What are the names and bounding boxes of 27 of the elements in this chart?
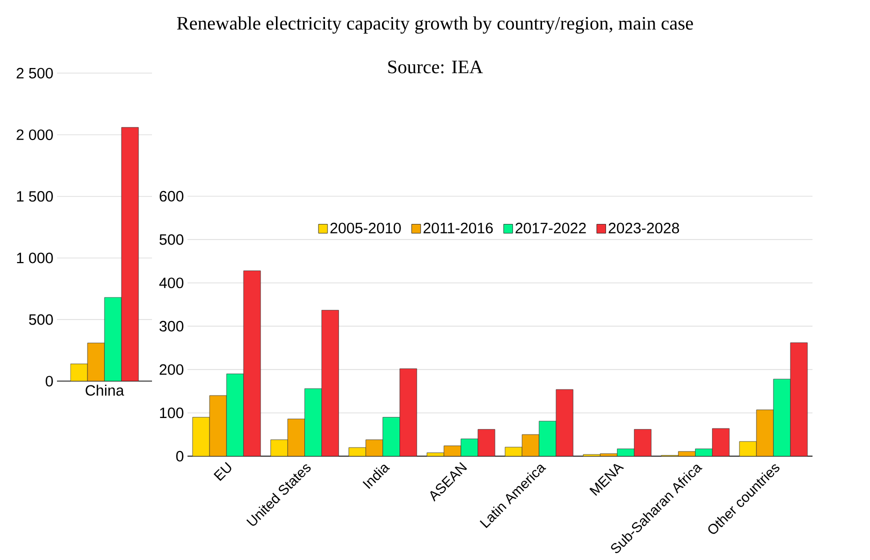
y-tick-label: 2 000 [16,130,53,140]
y-tick-label: 100 [160,408,184,418]
bar [522,434,540,456]
legend-label: 2017-2022 [516,222,586,234]
bar [444,446,461,456]
source-note: Source: IEA [388,60,483,74]
y-tick-label: 2 500 [16,68,53,79]
y-tick-label: 300 [160,321,184,332]
legend-label: 2023-2028 [608,222,680,234]
bar [209,396,227,456]
x-tick-label: EU [214,462,232,482]
bar [756,410,774,456]
y-tick-label: 500 [160,234,184,246]
legend-label: 2011-2016 [424,222,493,234]
bar [287,418,305,456]
bar [366,440,384,456]
y-tick-label: 200 [160,364,184,376]
y-tick-label: 1 500 [17,191,53,202]
y-tick-label: 500 [29,314,53,326]
y-tick-label: 1 000 [17,252,53,264]
y-tick-label: 400 [159,278,184,288]
y-tick-label: 600 [160,191,184,202]
y-tick-label: 0 [46,376,53,387]
legend-label: 2005-2010 [330,222,401,234]
chart-title: Renewable electricity capacity growth by country/region, main case [177,16,693,34]
x-tick-label: China [86,384,124,396]
y-tick-label: 0 [176,451,184,462]
